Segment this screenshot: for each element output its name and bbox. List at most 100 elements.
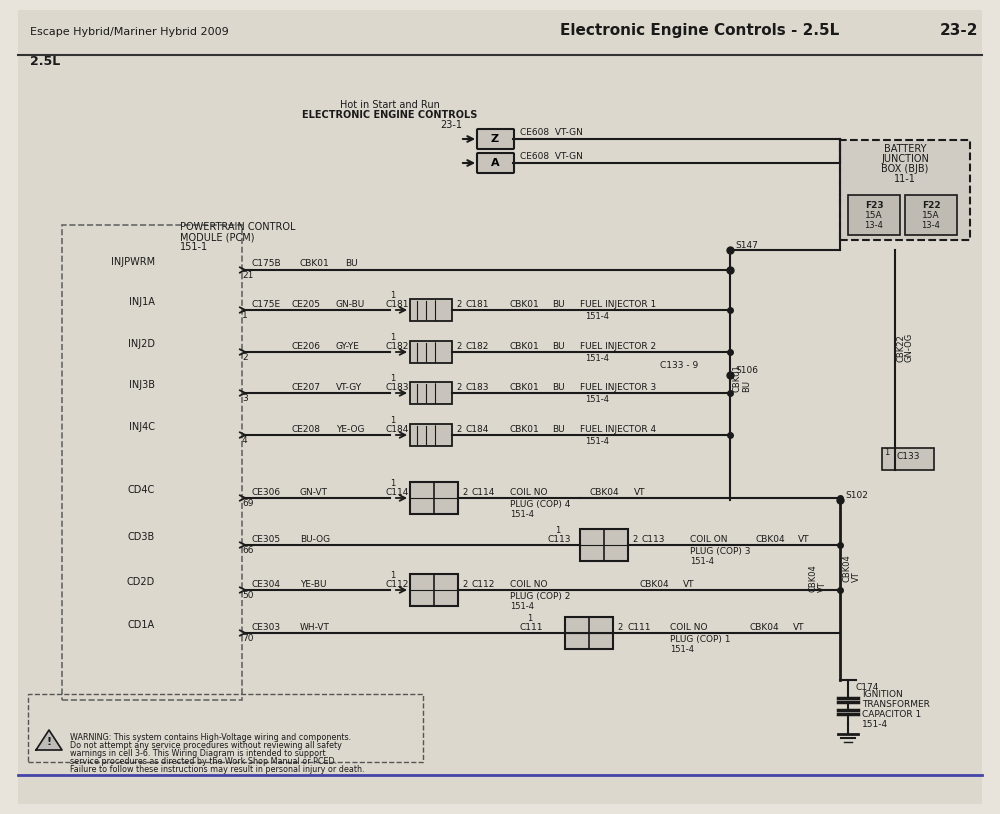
Text: 151-4: 151-4 xyxy=(585,312,609,321)
Text: 13-4: 13-4 xyxy=(865,221,883,230)
Text: 2: 2 xyxy=(456,383,461,392)
Text: CBK01: CBK01 xyxy=(510,342,540,351)
Text: CBK04: CBK04 xyxy=(755,535,785,544)
Text: POWERTRAIN CONTROL: POWERTRAIN CONTROL xyxy=(180,222,296,232)
Text: CE303: CE303 xyxy=(252,623,281,632)
Text: FUEL INJECTOR 1: FUEL INJECTOR 1 xyxy=(580,300,656,309)
Text: C113: C113 xyxy=(548,535,572,544)
Text: CBK04: CBK04 xyxy=(808,564,817,592)
Text: 15A: 15A xyxy=(922,211,940,220)
Text: 66: 66 xyxy=(242,546,254,555)
Text: BU: BU xyxy=(552,383,565,392)
Text: 2: 2 xyxy=(462,488,467,497)
Text: JUNCTION: JUNCTION xyxy=(881,154,929,164)
Text: 1: 1 xyxy=(390,374,395,383)
Text: 1: 1 xyxy=(884,448,889,457)
Text: 2: 2 xyxy=(632,535,637,544)
Text: C114: C114 xyxy=(385,488,408,497)
Bar xyxy=(28,694,423,762)
Bar xyxy=(62,225,242,700)
Text: Escape Hybrid/Mariner Hybrid 2009: Escape Hybrid/Mariner Hybrid 2009 xyxy=(30,27,229,37)
Text: YE-OG: YE-OG xyxy=(336,425,364,434)
Text: warnings in cell 3-6. This Wiring Diagram is intended to support: warnings in cell 3-6. This Wiring Diagra… xyxy=(70,749,326,758)
Text: 70: 70 xyxy=(242,634,254,643)
Text: PLUG (COP) 1: PLUG (COP) 1 xyxy=(670,635,730,644)
Text: CE304: CE304 xyxy=(252,580,281,589)
Text: VT: VT xyxy=(852,571,861,582)
Text: WH-VT: WH-VT xyxy=(300,623,330,632)
Text: BU: BU xyxy=(552,342,565,351)
Text: !: ! xyxy=(46,737,52,747)
Text: COIL NO: COIL NO xyxy=(510,580,548,589)
Text: 2: 2 xyxy=(617,623,622,632)
Bar xyxy=(410,482,458,514)
Text: BU: BU xyxy=(742,380,751,392)
Text: 151-4: 151-4 xyxy=(510,510,534,519)
Text: 2: 2 xyxy=(462,580,467,589)
Text: VT: VT xyxy=(798,535,810,544)
Text: CBK22: CBK22 xyxy=(897,335,906,362)
Text: 1: 1 xyxy=(527,614,532,623)
Text: A: A xyxy=(491,158,499,168)
Text: C182: C182 xyxy=(385,342,408,351)
Text: INJ2D: INJ2D xyxy=(128,339,155,349)
Text: C175E: C175E xyxy=(252,300,281,309)
Text: 1: 1 xyxy=(242,311,248,320)
Text: CBK04: CBK04 xyxy=(843,554,852,582)
Text: 23-1: 23-1 xyxy=(440,120,462,130)
Bar xyxy=(410,341,452,363)
Text: C111: C111 xyxy=(520,623,544,632)
Text: CBK01: CBK01 xyxy=(510,383,540,392)
Bar xyxy=(410,574,458,606)
Text: VT-GY: VT-GY xyxy=(336,383,362,392)
Text: S102: S102 xyxy=(845,491,868,500)
Text: GN-BU: GN-BU xyxy=(336,300,365,309)
Text: FUEL INJECTOR 3: FUEL INJECTOR 3 xyxy=(580,383,656,392)
Text: BU: BU xyxy=(345,259,358,268)
Text: 1: 1 xyxy=(390,333,395,342)
Text: 23-2: 23-2 xyxy=(940,23,978,38)
Text: 151-4: 151-4 xyxy=(585,354,609,363)
Text: CE207: CE207 xyxy=(292,383,321,392)
Text: VT: VT xyxy=(683,580,694,589)
Text: C181: C181 xyxy=(385,300,409,309)
Text: VT: VT xyxy=(634,488,646,497)
Text: CBK01: CBK01 xyxy=(300,259,330,268)
Text: GN-OG: GN-OG xyxy=(905,333,914,362)
Text: 2: 2 xyxy=(456,425,461,434)
Text: CBK01: CBK01 xyxy=(510,425,540,434)
Text: F23: F23 xyxy=(865,201,883,210)
Text: CD4C: CD4C xyxy=(128,485,155,495)
Text: ELECTRONIC ENGINE CONTROLS: ELECTRONIC ENGINE CONTROLS xyxy=(302,110,478,120)
Text: C112: C112 xyxy=(472,580,495,589)
Text: CE608  VT-GN: CE608 VT-GN xyxy=(520,152,583,161)
Text: C111: C111 xyxy=(627,623,650,632)
Text: Failure to follow these instructions may result in personal injury or death.: Failure to follow these instructions may… xyxy=(70,765,364,774)
Bar xyxy=(410,382,452,404)
Text: C175B: C175B xyxy=(252,259,282,268)
Text: PLUG (COP) 2: PLUG (COP) 2 xyxy=(510,592,570,601)
Text: PLUG (COP) 3: PLUG (COP) 3 xyxy=(690,547,750,556)
Text: Electronic Engine Controls - 2.5L: Electronic Engine Controls - 2.5L xyxy=(560,23,839,38)
Text: 2: 2 xyxy=(456,300,461,309)
Text: FUEL INJECTOR 4: FUEL INJECTOR 4 xyxy=(580,425,656,434)
Text: 50: 50 xyxy=(242,591,254,600)
Bar xyxy=(848,195,900,235)
Text: C174: C174 xyxy=(856,683,879,692)
Text: C114: C114 xyxy=(472,488,495,497)
Text: MODULE (PCM): MODULE (PCM) xyxy=(180,232,254,242)
Text: COIL NO: COIL NO xyxy=(670,623,708,632)
Text: Do not attempt any service procedures without reviewing all safety: Do not attempt any service procedures wi… xyxy=(70,741,342,750)
Text: 151-4: 151-4 xyxy=(585,395,609,404)
Text: BOX (BJB): BOX (BJB) xyxy=(881,164,929,174)
Text: INJ4C: INJ4C xyxy=(129,422,155,432)
Text: GN-VT: GN-VT xyxy=(300,488,328,497)
Text: VT: VT xyxy=(818,581,827,592)
FancyBboxPatch shape xyxy=(477,129,514,149)
Text: INJPWRM: INJPWRM xyxy=(111,257,155,267)
Text: YE-BU: YE-BU xyxy=(300,580,326,589)
Text: 2: 2 xyxy=(456,342,461,351)
Text: BU-OG: BU-OG xyxy=(300,535,330,544)
Text: 1: 1 xyxy=(390,291,395,300)
Text: 1: 1 xyxy=(390,479,395,488)
